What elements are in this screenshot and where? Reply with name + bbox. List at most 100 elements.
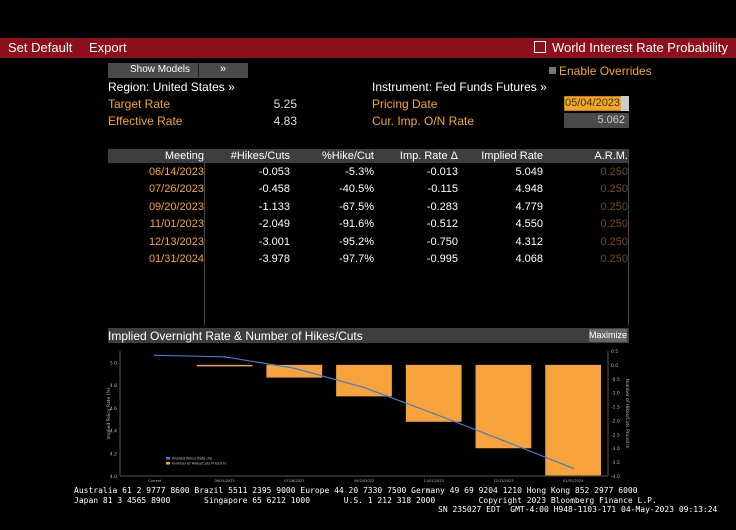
show-models-label: Show Models <box>130 64 191 75</box>
hikes-cuts-cell: -3.978 <box>258 253 290 265</box>
pct-hike-cut-cell: -67.5% <box>339 200 374 213</box>
enable-overrides-checkbox[interactable] <box>549 67 556 74</box>
col-pct-hike-cut[interactable]: %Hike/Cut <box>322 150 374 162</box>
meeting-cell: 12/13/2023 <box>148 235 204 248</box>
legend-label-bar: Number of Hikes/Cuts Priced In <box>172 462 226 466</box>
y-tick-label: 4.2 <box>110 451 117 457</box>
hikes-cuts-cell: -0.458 <box>258 183 290 196</box>
arm-cell: 0.250 <box>600 253 628 265</box>
col-hikes-cuts[interactable]: #Hikes/Cuts <box>230 150 290 162</box>
calendar-icon[interactable] <box>621 96 629 111</box>
implied-rate-cell: 4.068 <box>515 253 543 265</box>
hikes-cuts-bar[interactable] <box>196 364 253 367</box>
hikes-cuts-cell: -0.053 <box>258 166 290 178</box>
effective-rate-label: Effective Rate <box>108 114 183 128</box>
implied-rate-point[interactable] <box>223 355 226 358</box>
table-row[interactable]: 09/20/2023 -1.133 -67.5% -0.283 4.779 0.250 <box>108 201 629 217</box>
imp-rate-delta-cell: -0.995 <box>426 253 458 265</box>
footer-line-2: Japan 81 3 4565 8900 Singapore 65 6212 1… <box>74 496 657 505</box>
implied-rate-cell: 4.550 <box>515 218 543 231</box>
table-row[interactable]: 06/14/2023 -0.053 -5.3% -0.013 5.049 0.250 <box>108 166 629 182</box>
function-toolbar: Set Default Export World Interest Rate P… <box>0 38 736 58</box>
implied-rate-point[interactable] <box>502 439 505 442</box>
pricing-date-input[interactable]: 05/04/2023 <box>564 96 622 111</box>
region-selector[interactable]: Region: United States » <box>108 80 235 94</box>
imp-rate-delta-cell: -0.512 <box>426 218 458 231</box>
hikes-cuts-cell: -1.133 <box>258 200 290 213</box>
arm-cell: 0.250 <box>600 183 628 196</box>
arm-cell: 0.250 <box>600 235 628 248</box>
column-divider <box>204 163 205 325</box>
x-tick-label: 11/01/2023 <box>424 479 444 483</box>
x-tick-label: 07/26/2023 <box>284 479 304 483</box>
y2-tick-label: 0.0 <box>611 363 618 369</box>
hikes-cuts-bar[interactable] <box>405 364 462 422</box>
implied-rate-point[interactable] <box>363 386 365 389</box>
implied-rate-cell: 4.312 <box>515 235 543 248</box>
implied-rate-cell: 5.049 <box>515 166 543 178</box>
implied-rate-chart: 4.0 4.2 4.4 4.6 4.8 5.0 0.5 0.0 -0.5 -1.0 -1.5 -2.0… <box>106 349 630 483</box>
y-tick-label: 4.8 <box>110 383 117 389</box>
col-meeting[interactable]: Meeting <box>164 150 204 162</box>
imp-rate-delta-cell: -0.750 <box>426 235 458 248</box>
y2-tick-label: -3.5 <box>611 460 620 466</box>
window-title: World Interest Rate Probability <box>533 40 728 55</box>
title-text: World Interest Rate Probability <box>551 40 728 55</box>
implied-rate-point[interactable] <box>572 467 574 470</box>
y2-tick-label: -2.0 <box>611 418 620 424</box>
meeting-cell: 09/20/2023 <box>148 200 204 213</box>
col-arm[interactable]: A.R.M. <box>594 150 628 162</box>
y2-tick-label: -4.0 <box>611 474 620 480</box>
implied-rate-point[interactable] <box>432 412 435 415</box>
maximize-button[interactable]: Maximize <box>589 329 628 342</box>
x-tick-label: 01/31/2024 <box>563 479 584 483</box>
y2-tick-label: -1.5 <box>611 405 620 411</box>
external-link-icon[interactable] <box>533 41 546 53</box>
divider <box>198 63 199 78</box>
table-row[interactable]: 11/01/2023 -2.049 -91.6% -0.512 4.550 0.250 <box>108 218 629 234</box>
x-tick-label: 06/14/2023 <box>214 479 234 483</box>
y2-tick-label: 0.5 <box>611 349 618 355</box>
implied-rate-point[interactable] <box>293 367 296 370</box>
arm-cell: 0.250 <box>600 200 628 213</box>
legend-swatch-bar <box>166 462 170 465</box>
expand-arrow-icon[interactable]: » <box>220 63 227 75</box>
x-tick-label: Current <box>148 479 162 483</box>
x-tick-label: 12/13/2023 <box>493 479 513 483</box>
col-imp-rate-delta[interactable]: Imp. Rate Δ <box>399 150 458 162</box>
chart-title: Implied Overnight Rate & Number of Hikes… <box>108 329 363 343</box>
hikes-cuts-bar[interactable] <box>545 364 602 476</box>
pct-hike-cut-cell: -40.5% <box>339 183 374 196</box>
pct-hike-cut-cell: -95.2% <box>339 235 374 248</box>
col-implied-rate[interactable]: Implied Rate <box>481 150 543 162</box>
x-tick-label: 09/20/2023 <box>354 479 374 483</box>
enable-overrides-label[interactable]: Enable Overrides <box>559 64 652 78</box>
pct-hike-cut-cell: -91.6% <box>339 218 374 231</box>
y2-tick-label: -2.5 <box>611 432 620 438</box>
y-tick-label: 5.0 <box>110 360 117 366</box>
show-models-button[interactable]: Show Models » <box>108 63 248 78</box>
cur-imp-rate-input[interactable]: 5.062 <box>564 113 629 128</box>
hikes-cuts-bar[interactable] <box>266 364 323 378</box>
table-row[interactable]: 12/13/2023 -3.001 -95.2% -0.750 4.312 0.250 <box>108 236 629 252</box>
y-tick-label: 4.0 <box>110 474 117 480</box>
table-row[interactable]: 01/31/2024 -3.978 -97.7% -0.995 4.068 0.250 <box>108 253 629 269</box>
hikes-cuts-bar[interactable] <box>336 364 392 397</box>
export-button[interactable]: Export <box>89 40 127 55</box>
meeting-cell: 06/14/2023 <box>148 166 204 178</box>
hikes-cuts-cell: -3.001 <box>258 235 290 248</box>
pct-hike-cut-cell: -97.7% <box>339 253 374 265</box>
y-tick-label: 4.4 <box>110 429 117 435</box>
set-default-button[interactable]: Set Default <box>8 40 73 55</box>
implied-rate-point[interactable] <box>154 354 156 357</box>
y2-tick-label: -0.5 <box>611 377 620 383</box>
y2-axis-title: Number of Hikes/Cuts Priced In <box>624 379 630 449</box>
pricing-date-label: Pricing Date <box>372 97 438 111</box>
instrument-selector[interactable]: Instrument: Fed Funds Futures » <box>372 80 547 94</box>
table-row[interactable]: 07/26/2023 -0.458 -40.5% -0.115 4.948 0.250 <box>108 183 629 199</box>
legend-swatch-line <box>166 457 170 460</box>
hikes-cuts-bar[interactable] <box>475 364 532 449</box>
meeting-cell: 01/31/2024 <box>148 253 204 265</box>
implied-rate-cell: 4.779 <box>515 200 543 213</box>
y2-tick-label: -3.0 <box>611 446 620 452</box>
